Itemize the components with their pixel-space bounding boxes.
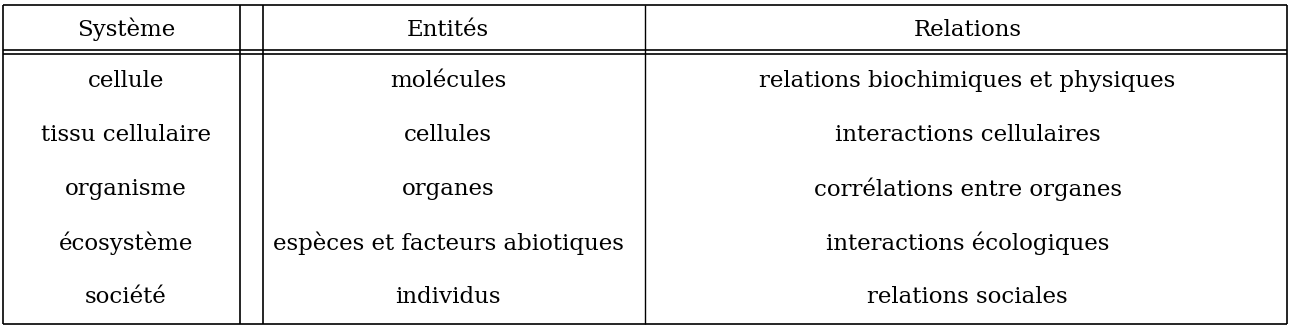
Text: interactions cellulaires: interactions cellulaires	[835, 124, 1100, 146]
Text: Entités: Entités	[408, 19, 489, 41]
Text: écosystème: écosystème	[58, 231, 194, 255]
Text: relations sociales: relations sociales	[867, 286, 1068, 308]
Text: espèces et facteurs abiotiques: espèces et facteurs abiotiques	[273, 231, 623, 255]
Text: cellules: cellules	[404, 124, 493, 146]
Text: cellule: cellule	[88, 70, 164, 92]
Text: individus: individus	[396, 286, 501, 308]
Text: organes: organes	[402, 178, 494, 200]
Text: molécules: molécules	[390, 70, 507, 92]
Text: interactions écologiques: interactions écologiques	[826, 231, 1109, 255]
Text: organisme: organisme	[64, 178, 187, 200]
Text: corrélations entre organes: corrélations entre organes	[814, 177, 1121, 201]
Text: Relations: Relations	[913, 19, 1022, 41]
Text: relations biochimiques et physiques: relations biochimiques et physiques	[760, 70, 1175, 92]
Text: Système: Système	[76, 18, 175, 41]
Text: société: société	[85, 286, 166, 308]
Text: tissu cellulaire: tissu cellulaire	[41, 124, 210, 146]
